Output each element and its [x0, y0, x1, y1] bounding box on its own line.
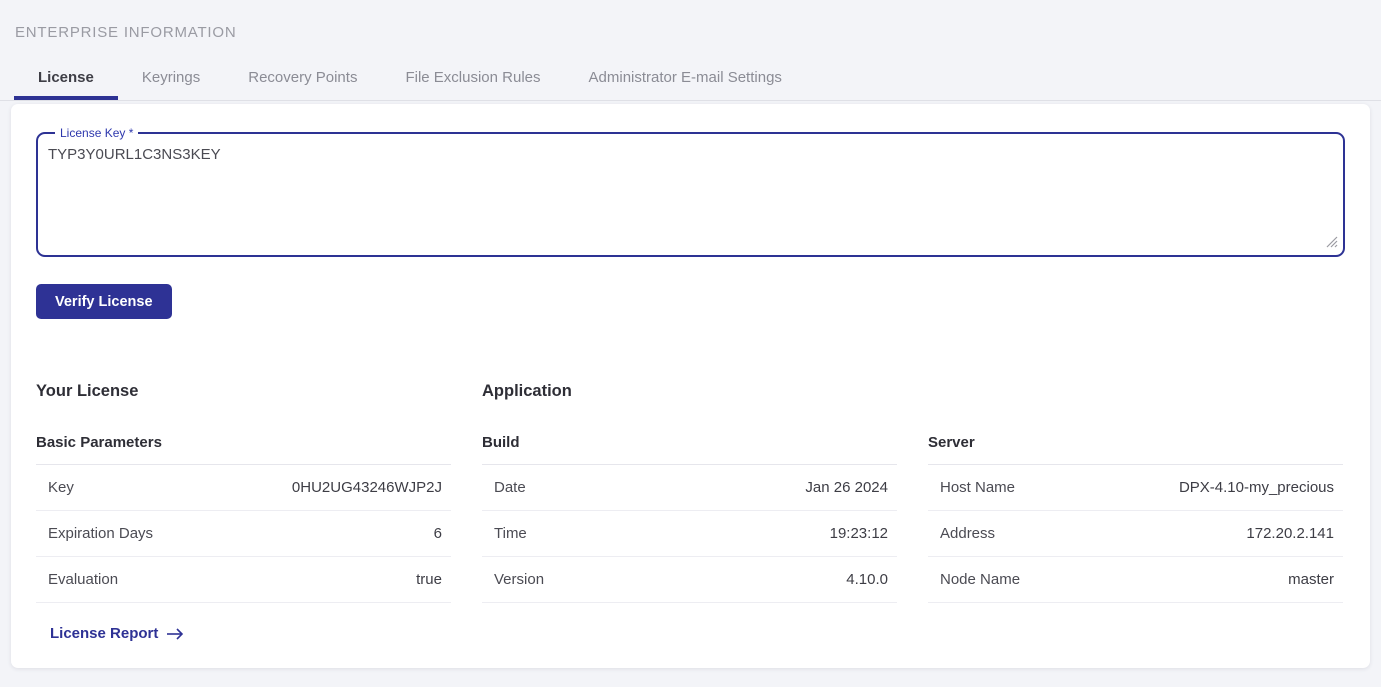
row-value: 0HU2UG43246WJP2J — [292, 479, 451, 496]
license-report-link[interactable]: License Report — [50, 625, 184, 642]
table-row: Node Name master — [928, 557, 1343, 603]
license-panel: License Key * TYP3Y0URL1C3NS3KEY Verify … — [11, 104, 1370, 668]
tab-recovery-points[interactable]: Recovery Points — [224, 58, 381, 100]
tab-administrator-email-settings[interactable]: Administrator E-mail Settings — [565, 58, 806, 100]
license-key-field: License Key * TYP3Y0URL1C3NS3KEY — [36, 127, 1345, 257]
row-value: DPX-4.10-my_precious — [1179, 479, 1343, 496]
tab-bar: License Keyrings Recovery Points File Ex… — [0, 58, 1381, 101]
row-label: Date — [482, 479, 526, 496]
table-row: Expiration Days 6 — [36, 511, 451, 557]
basic-parameters-table: Basic Parameters Key 0HU2UG43246WJP2J Ex… — [36, 434, 451, 603]
row-label: Address — [928, 525, 995, 542]
page-title: ENTERPRISE INFORMATION — [15, 24, 1381, 41]
build-heading: Build — [482, 434, 897, 465]
verify-license-button[interactable]: Verify License — [36, 284, 172, 319]
row-label: Node Name — [928, 571, 1020, 588]
license-key-label: License Key * — [55, 127, 138, 139]
table-row: Evaluation true — [36, 557, 451, 603]
server-table: Server Host Name DPX-4.10-my_precious Ad… — [928, 434, 1343, 603]
row-label: Evaluation — [36, 571, 118, 588]
row-label: Host Name — [928, 479, 1015, 496]
table-row: Key 0HU2UG43246WJP2J — [36, 465, 451, 511]
your-license-heading: Your License — [36, 382, 451, 401]
row-value: master — [1288, 571, 1343, 588]
info-area: Your License Basic Parameters Key 0HU2UG… — [36, 382, 1345, 643]
row-value: Jan 26 2024 — [805, 479, 897, 496]
table-row: Host Name DPX-4.10-my_precious — [928, 465, 1343, 511]
row-label: Version — [482, 571, 544, 588]
row-label: Time — [482, 525, 527, 542]
table-row: Date Jan 26 2024 — [482, 465, 897, 511]
application-section: Application Build Date Jan 26 2024 Time … — [482, 382, 1343, 643]
row-value: 19:23:12 — [830, 525, 897, 542]
row-label: Key — [36, 479, 74, 496]
row-label: Expiration Days — [36, 525, 153, 542]
table-row: Address 172.20.2.141 — [928, 511, 1343, 557]
application-heading: Application — [482, 382, 1343, 401]
your-license-section: Your License Basic Parameters Key 0HU2UG… — [36, 382, 451, 643]
row-value: 4.10.0 — [846, 571, 897, 588]
table-row: Time 19:23:12 — [482, 511, 897, 557]
license-report-link-label: License Report — [50, 625, 158, 642]
table-row: Version 4.10.0 — [482, 557, 897, 603]
resize-handle-icon[interactable] — [1326, 236, 1338, 248]
basic-parameters-heading: Basic Parameters — [36, 434, 451, 465]
arrow-right-icon — [166, 628, 184, 640]
tab-file-exclusion-rules[interactable]: File Exclusion Rules — [381, 58, 564, 100]
server-heading: Server — [928, 434, 1343, 465]
row-value: 6 — [434, 525, 451, 542]
build-table: Build Date Jan 26 2024 Time 19:23:12 Ver… — [482, 434, 897, 603]
license-key-textarea[interactable]: TYP3Y0URL1C3NS3KEY — [48, 139, 1331, 221]
row-value: true — [416, 571, 451, 588]
tab-license[interactable]: License — [14, 58, 118, 100]
row-value: 172.20.2.141 — [1246, 525, 1343, 542]
tab-keyrings[interactable]: Keyrings — [118, 58, 224, 100]
